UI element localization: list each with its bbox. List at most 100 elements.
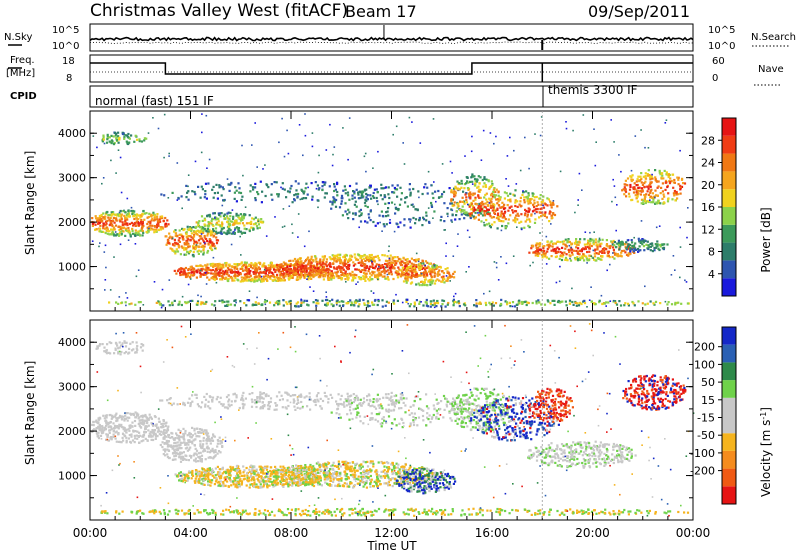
power-point [378, 214, 381, 217]
power-point [228, 218, 231, 221]
power-point [462, 303, 466, 306]
power-point [96, 146, 98, 149]
power-point [245, 272, 248, 276]
power-point [109, 219, 112, 223]
power-point [639, 249, 642, 252]
power-point [345, 265, 348, 269]
power-point [341, 266, 344, 269]
power-point [670, 303, 674, 306]
velocity-point [202, 478, 205, 481]
power-point [503, 212, 506, 215]
power-point [99, 242, 101, 244]
power-point [456, 301, 459, 304]
power-point [300, 301, 303, 304]
power-point [376, 254, 379, 258]
power-point [408, 116, 411, 119]
power-point [312, 275, 315, 279]
colorbar-cell [722, 135, 736, 154]
power-point [280, 274, 283, 277]
power-point [667, 301, 670, 304]
power-point [102, 136, 105, 139]
power-point [679, 184, 682, 187]
power-point [124, 227, 127, 230]
power-point [575, 238, 578, 241]
velocity-point [323, 470, 326, 473]
power-point [615, 303, 619, 306]
power-point [679, 276, 681, 279]
power-point [283, 225, 286, 228]
power-point [189, 227, 192, 230]
power-point [467, 192, 471, 195]
velocity-point [256, 477, 259, 480]
power-point [430, 204, 433, 207]
power-point [293, 271, 296, 274]
power-point [178, 268, 181, 271]
velocity-point [262, 478, 265, 481]
power-point [187, 271, 191, 275]
power-point [463, 217, 466, 220]
power-point [671, 173, 675, 176]
velocity-point [272, 472, 275, 475]
power-point [415, 271, 418, 274]
power-point [675, 191, 678, 194]
power-point [466, 229, 469, 232]
power-point [348, 117, 351, 119]
power-point [253, 280, 256, 283]
power-point [507, 185, 510, 187]
power-point [325, 192, 328, 195]
power-point [324, 181, 327, 184]
power-point [605, 301, 608, 304]
power-point [345, 254, 348, 257]
power-point [321, 268, 324, 271]
power-point [674, 191, 677, 195]
power-point [406, 273, 410, 276]
power-point [234, 263, 237, 266]
velocity-point [238, 485, 241, 488]
power-point [509, 136, 511, 139]
power-point [207, 242, 210, 245]
power-point [281, 182, 284, 185]
power-point [166, 239, 170, 242]
power-point [625, 248, 628, 251]
power-point [289, 299, 292, 303]
power-point [252, 272, 255, 275]
power-point [353, 192, 356, 195]
velocity-point [228, 473, 231, 477]
power-point [388, 264, 391, 267]
power-point [416, 258, 419, 261]
power-point [352, 264, 355, 267]
power-point [308, 230, 310, 233]
power-point [247, 299, 251, 302]
power-point [185, 247, 188, 250]
power-point [111, 223, 114, 227]
power-point [374, 275, 377, 279]
power-point [610, 119, 612, 121]
power-point [302, 154, 304, 157]
power-point [632, 302, 635, 305]
velocity-point [315, 474, 318, 477]
power-point [278, 267, 281, 270]
power-point [344, 257, 347, 261]
power-point [350, 304, 353, 307]
velocity-point [246, 472, 249, 475]
power-point [577, 204, 579, 206]
power-point [652, 302, 655, 305]
power-point [242, 174, 244, 177]
power-point [453, 300, 456, 303]
power-point [370, 253, 373, 257]
power-point [312, 290, 315, 292]
velocity-point [223, 479, 226, 482]
power-point [254, 199, 257, 202]
power-point [464, 304, 467, 307]
power-point [423, 275, 426, 278]
power-point [415, 299, 418, 302]
power-point [200, 250, 203, 253]
power-point [467, 188, 470, 191]
power-point [98, 218, 101, 222]
power-point [437, 189, 440, 193]
power-point [294, 262, 297, 266]
power-point [342, 127, 344, 129]
power-point [535, 211, 538, 214]
power-point [551, 201, 555, 204]
power-point [102, 225, 105, 228]
